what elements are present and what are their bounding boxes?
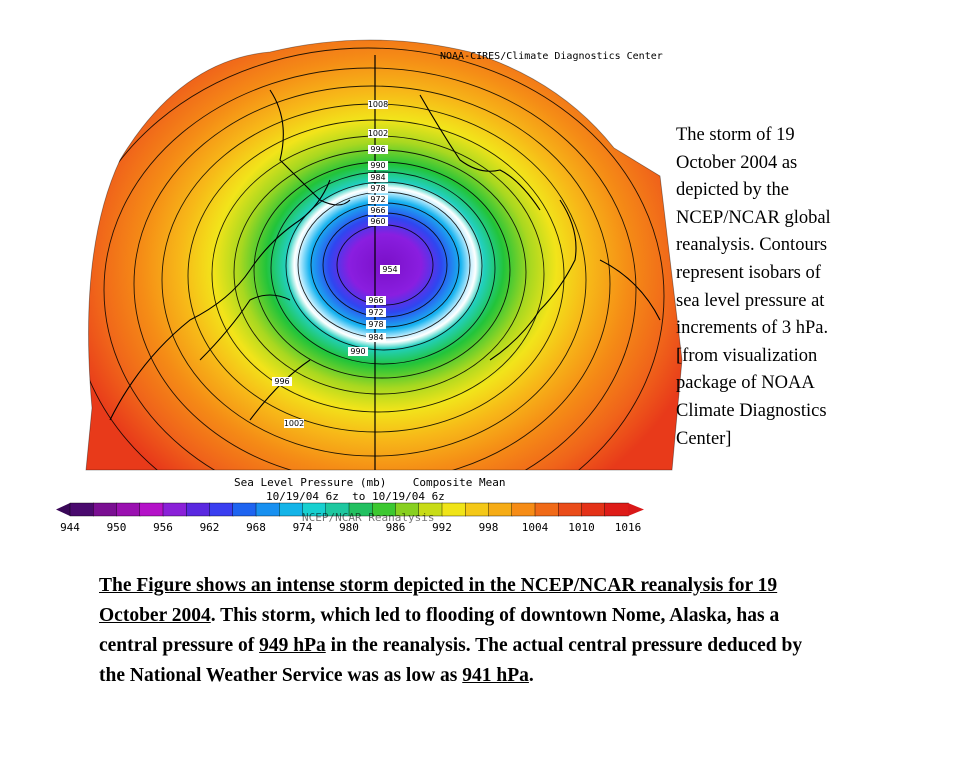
colorbar-tick-label: 944 bbox=[60, 521, 80, 534]
svg-text:984: 984 bbox=[368, 333, 383, 342]
svg-text:972: 972 bbox=[368, 308, 383, 317]
colorbar-swatch bbox=[139, 502, 164, 517]
caption-line: package of NOAA bbox=[676, 373, 815, 394]
contour-label: 978 bbox=[368, 184, 388, 193]
caption-line: [from visualization bbox=[676, 345, 818, 366]
caption-line: sea level pressure at bbox=[676, 290, 825, 311]
summary-paragraph: The Figure shows an intense storm depict… bbox=[99, 571, 819, 691]
svg-text:978: 978 bbox=[370, 184, 385, 193]
paragraph-text: . bbox=[528, 665, 534, 686]
figure-caption: The storm of 19 October 2004 as depicted… bbox=[676, 122, 891, 453]
caption-line: increments of 3 hPa. bbox=[676, 318, 829, 339]
colorbar-tick-label: 974 bbox=[293, 521, 313, 534]
paragraph-text: in the reanalysis. The actual central pr… bbox=[99, 635, 803, 686]
paragraph-lead: The Figure shows an intense storm depict… bbox=[99, 575, 778, 626]
caption-line: reanalysis. Contours bbox=[676, 235, 828, 256]
contour-label: 990 bbox=[348, 347, 368, 356]
contour-label: 1002 bbox=[368, 129, 388, 138]
credit-line: NOAA-CIRES/Climate Diagnostics Center bbox=[440, 51, 663, 62]
svg-text:996: 996 bbox=[274, 377, 289, 386]
contour-label: 984 bbox=[366, 333, 386, 342]
svg-text:960: 960 bbox=[370, 217, 385, 226]
caption-line: October 2004 as bbox=[676, 152, 798, 173]
colorbar-low-arrow bbox=[56, 503, 70, 516]
caption-line: represent isobars of bbox=[676, 262, 821, 283]
paragraph-text: . This storm, which led to flooding of d… bbox=[99, 605, 780, 656]
colorbar-swatch bbox=[604, 502, 629, 517]
colorbar-tick-label: 1004 bbox=[522, 521, 549, 534]
contour-label: 972 bbox=[366, 308, 386, 317]
colorbar-swatch bbox=[279, 502, 304, 517]
colorbar-swatch bbox=[534, 502, 559, 517]
svg-text:996: 996 bbox=[370, 145, 385, 154]
contour-label: 990 bbox=[368, 161, 388, 170]
colorbar-tick-label: 956 bbox=[153, 521, 173, 534]
svg-text:966: 966 bbox=[368, 296, 383, 305]
colorbar-swatch bbox=[69, 502, 94, 517]
colorbar-swatch bbox=[232, 502, 257, 517]
contour-label: 972 bbox=[368, 195, 388, 204]
colorbar-tick-label: 962 bbox=[200, 521, 220, 534]
colorbar-swatch bbox=[488, 502, 513, 517]
contour-label: 1008 bbox=[368, 100, 388, 109]
svg-text:990: 990 bbox=[370, 161, 385, 170]
contour-label: 960 bbox=[368, 217, 388, 226]
contour-label: 1002 bbox=[284, 419, 304, 428]
colorbar-tick-label: 950 bbox=[107, 521, 127, 534]
svg-text:978: 978 bbox=[368, 320, 383, 329]
storm-center-label: 954 bbox=[380, 265, 400, 274]
colorbar-tick-label: 992 bbox=[432, 521, 452, 534]
contour-label: 996 bbox=[368, 145, 388, 154]
legend-source: NCEP/NCAR Reanalysis bbox=[302, 511, 435, 524]
contour-label: 966 bbox=[366, 296, 386, 305]
colorbar-tick-label: 1016 bbox=[615, 521, 642, 534]
colorbar-swatch bbox=[255, 502, 280, 517]
contour-label: 996 bbox=[272, 377, 292, 386]
colorbar-swatch bbox=[558, 502, 583, 517]
caption-line: Climate Diagnostics bbox=[676, 400, 827, 421]
colorbar-swatch bbox=[581, 502, 606, 517]
colorbar-swatch bbox=[186, 502, 211, 517]
observed-pressure-value: 941 hPa bbox=[462, 665, 529, 686]
colorbar-swatch bbox=[441, 502, 466, 517]
colorbar-swatch bbox=[511, 502, 536, 517]
colorbar-tick-label: 1010 bbox=[568, 521, 595, 534]
colorbar-tick-label: 986 bbox=[386, 521, 406, 534]
svg-text:966: 966 bbox=[370, 206, 385, 215]
colorbar-tick-label: 968 bbox=[246, 521, 266, 534]
caption-line: NCEP/NCAR global bbox=[676, 207, 831, 228]
svg-text:972: 972 bbox=[370, 195, 385, 204]
pressure-colorbar: 944 950 956 962 968 974 980 986 992 998 1004 1010 10… bbox=[56, 502, 644, 534]
colorbar-swatch bbox=[465, 502, 490, 517]
contour-label: 966 bbox=[368, 206, 388, 215]
colorbar-swatch bbox=[162, 502, 187, 517]
colorbar-swatch bbox=[93, 502, 118, 517]
legend-title: Sea Level Pressure (mb) Composite Mean bbox=[234, 476, 506, 489]
caption-line: depicted by the bbox=[676, 180, 790, 201]
svg-text:990: 990 bbox=[350, 347, 365, 356]
svg-text:984: 984 bbox=[370, 173, 385, 182]
colorbar-swatch bbox=[116, 502, 141, 517]
caption-line: Center] bbox=[676, 428, 732, 449]
reanalysis-pressure-value: 949 hPa bbox=[259, 635, 326, 656]
contour-label: 984 bbox=[368, 173, 388, 182]
svg-text:1002: 1002 bbox=[284, 419, 304, 428]
legend-dates: 10/19/04 6z to 10/19/04 6z bbox=[266, 490, 445, 503]
contour-label: 978 bbox=[366, 320, 386, 329]
svg-text:954: 954 bbox=[382, 265, 397, 274]
colorbar-high-arrow bbox=[628, 503, 644, 516]
colorbar-swatch bbox=[209, 502, 234, 517]
svg-text:1002: 1002 bbox=[368, 129, 388, 138]
colorbar-tick-label: 980 bbox=[339, 521, 359, 534]
colorbar-tick-label: 998 bbox=[479, 521, 499, 534]
caption-line: The storm of 19 bbox=[676, 125, 795, 145]
svg-text:1008: 1008 bbox=[368, 100, 388, 109]
